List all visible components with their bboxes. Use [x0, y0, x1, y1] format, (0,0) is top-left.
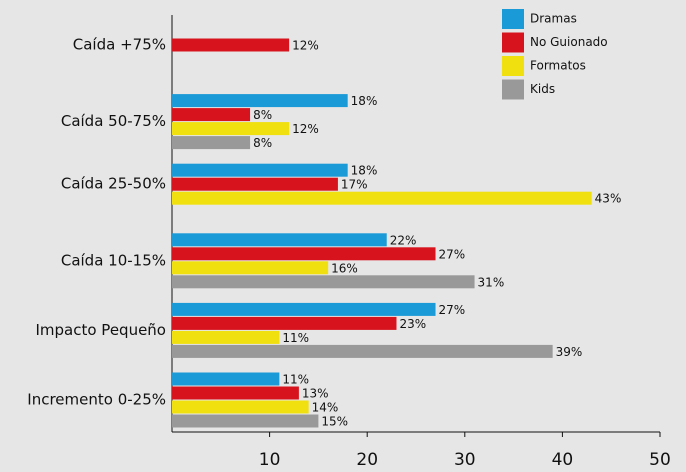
- bar: [172, 275, 475, 289]
- legend-label: Kids: [530, 82, 555, 96]
- x-tick-label: 30: [454, 450, 476, 470]
- value-label: 11%: [282, 331, 309, 345]
- value-label: 13%: [302, 387, 329, 401]
- y-tick-label: Caída 25-50%: [61, 175, 166, 193]
- value-label: 16%: [331, 261, 358, 275]
- bar: [172, 316, 397, 330]
- bar: [172, 122, 290, 136]
- bar: [172, 136, 251, 150]
- bar: [172, 38, 290, 52]
- value-label: 8%: [253, 136, 272, 150]
- value-label: 27%: [439, 303, 466, 317]
- x-tick-label: 40: [552, 450, 574, 470]
- bar: [172, 386, 299, 400]
- y-tick-label: Impacto Pequeño: [35, 321, 166, 339]
- value-label: 39%: [556, 345, 583, 359]
- bar: [172, 233, 387, 247]
- value-label: 18%: [351, 94, 378, 108]
- value-label: 15%: [321, 415, 348, 429]
- value-label: 43%: [595, 192, 622, 206]
- value-label: 27%: [439, 247, 466, 261]
- value-label: 31%: [478, 275, 505, 289]
- bar: [172, 177, 338, 191]
- value-label: 23%: [399, 317, 426, 331]
- value-label: 18%: [351, 164, 378, 178]
- legend-label: Dramas: [530, 12, 577, 26]
- value-label: 12%: [292, 122, 319, 136]
- y-tick-label: Caída +75%: [73, 36, 166, 54]
- bar: [172, 414, 319, 428]
- bar: [172, 261, 329, 275]
- bar: [172, 302, 436, 316]
- bar: [172, 344, 553, 358]
- value-label: 8%: [253, 108, 272, 122]
- legend-label: No Guionado: [530, 35, 608, 49]
- bar: [172, 330, 280, 344]
- legend-label: Formatos: [530, 59, 586, 73]
- legend-swatch: [502, 9, 524, 29]
- bar: [172, 108, 251, 122]
- legend-swatch: [502, 56, 524, 76]
- bar: [172, 247, 436, 261]
- value-label: 22%: [390, 233, 417, 247]
- y-tick-label: Caída 50-75%: [61, 112, 166, 130]
- bar: [172, 372, 280, 386]
- value-label: 11%: [282, 373, 309, 387]
- bar: [172, 94, 348, 108]
- legend-swatch: [502, 79, 524, 100]
- bar: [172, 163, 348, 177]
- x-tick-label: 50: [649, 450, 671, 470]
- legend-swatch: [502, 32, 524, 53]
- bar: [172, 191, 592, 205]
- x-tick-label: 10: [259, 450, 281, 470]
- x-tick-label: 20: [356, 450, 378, 470]
- y-tick-label: Incremento 0-25%: [27, 391, 166, 409]
- value-label: 14%: [312, 401, 339, 415]
- bar: [172, 400, 309, 414]
- value-label: 17%: [341, 178, 368, 192]
- y-tick-label: Caída 10-15%: [61, 251, 166, 269]
- value-label: 12%: [292, 39, 319, 53]
